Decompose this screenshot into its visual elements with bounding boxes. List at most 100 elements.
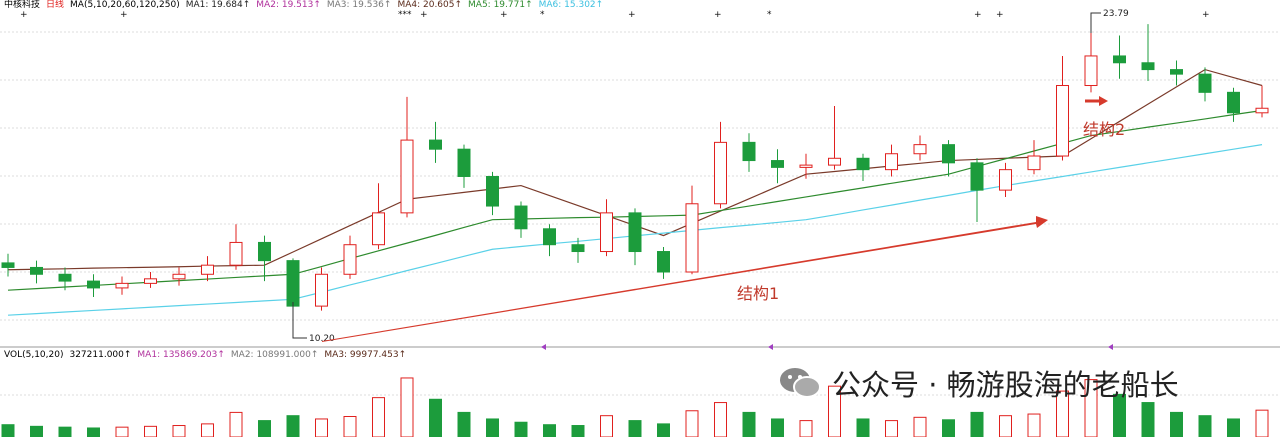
candle-body xyxy=(315,273,328,307)
volume-bar xyxy=(172,425,186,437)
wechat-icon xyxy=(780,368,821,398)
candle-body xyxy=(1170,69,1183,75)
candle-body xyxy=(685,203,699,273)
structure-1-arrow xyxy=(322,216,1048,342)
ma-reading: MA3: 19.536↑ xyxy=(326,0,392,10)
svg-text:+: + xyxy=(500,10,508,20)
ma-reading: MA1: 135869.203↑ xyxy=(137,350,225,360)
period: 日线 xyxy=(46,0,65,10)
min-price-label: 10.20 xyxy=(309,334,335,344)
svg-text:+: + xyxy=(120,10,128,20)
svg-text:+: + xyxy=(996,10,1004,20)
candle-body xyxy=(970,162,984,191)
volume-bar xyxy=(771,418,784,437)
max-price-leader xyxy=(1090,12,1101,33)
candle-body xyxy=(172,273,186,280)
volume-bar xyxy=(258,420,271,437)
candle-body xyxy=(1027,155,1041,171)
candle-body xyxy=(913,144,927,155)
ma-readings: MA1: 19.684↑ MA2: 19.513↑ MA3: 19.536↑ MA4:… xyxy=(186,0,603,11)
price-header: 中核科技 日线 MA(5,10,20,60,120,250) MA1: 19.6… xyxy=(4,0,603,11)
candle-body xyxy=(742,141,756,162)
volume-bar xyxy=(429,398,442,437)
vol-params: VOL(5,10,20) xyxy=(4,350,64,360)
svg-text:+: + xyxy=(420,10,428,20)
volume-bar xyxy=(628,420,642,437)
candle-body xyxy=(799,164,813,168)
volume-bar xyxy=(1255,409,1269,437)
volume-bar xyxy=(828,385,841,437)
volume-bar xyxy=(229,411,243,437)
candle-body xyxy=(115,282,129,289)
svg-text:+: + xyxy=(1202,10,1210,20)
volume-bar xyxy=(457,411,471,437)
candle-body xyxy=(657,251,670,273)
bottom-markers xyxy=(541,344,1113,350)
volume-bar xyxy=(514,421,528,437)
candle-body xyxy=(628,212,642,253)
svg-text:+: + xyxy=(714,10,722,20)
volume-bar xyxy=(942,419,955,437)
volume-header: VOL(5,10,20) 327211.000↑ MA1: 135869.203… xyxy=(4,350,406,361)
candle-body xyxy=(1227,91,1240,114)
watermark: 公众号 · 畅游股海的老船长 xyxy=(778,362,1179,404)
candle-body xyxy=(856,157,870,171)
candle-body xyxy=(1,262,15,268)
candle-body xyxy=(828,157,841,166)
candle-body xyxy=(999,169,1012,191)
candle-body xyxy=(258,241,271,262)
volume-bar xyxy=(885,420,898,437)
candle-body xyxy=(1141,62,1155,71)
volume-bar xyxy=(1,424,15,437)
volume-bar xyxy=(1027,413,1041,437)
structure-1-label: 结构1 xyxy=(737,284,779,303)
candle-body xyxy=(58,273,72,282)
candle-body xyxy=(1084,55,1098,87)
candle-body xyxy=(30,266,43,275)
watermark-text: 公众号 · 畅游股海的老船长 xyxy=(832,368,1179,402)
candle-body xyxy=(885,153,898,171)
vol-ma-readings: MA1: 135869.203↑ MA2: 108991.000↑ MA3: 999… xyxy=(137,350,406,361)
structure-2-arrow xyxy=(1085,96,1108,106)
svg-text:***: *** xyxy=(398,10,412,20)
candle-body xyxy=(486,175,499,207)
svg-text:+: + xyxy=(974,10,982,20)
candle-body xyxy=(144,278,157,284)
min-price-leader xyxy=(292,302,307,339)
volume-bar xyxy=(685,410,699,437)
candle-body xyxy=(229,241,243,266)
structure-2-label: 结构2 xyxy=(1083,120,1125,139)
volume-bar xyxy=(657,423,670,437)
ma-reading: MA2: 19.513↑ xyxy=(256,0,321,10)
volume-bar xyxy=(286,415,300,437)
volume-bar xyxy=(87,427,100,437)
volume-bar xyxy=(1227,418,1240,437)
volume-bar xyxy=(913,416,927,437)
vol-value: 327211.000↑ xyxy=(69,350,132,360)
candle-body xyxy=(87,280,100,289)
candle-body xyxy=(400,139,414,214)
top-markers: + + *** + + * + + * + + + xyxy=(20,10,1210,20)
candle-body xyxy=(1113,55,1126,64)
volume-bar xyxy=(30,425,43,437)
volume-bar xyxy=(970,411,984,437)
volume-bar xyxy=(799,420,813,437)
volume-bar xyxy=(571,425,585,437)
volume-bar xyxy=(1198,415,1212,437)
volume-bar xyxy=(714,402,727,437)
svg-text:+: + xyxy=(20,10,28,20)
candle-body xyxy=(600,212,613,253)
volume-bar xyxy=(144,425,157,437)
ma-reading: MA1: 19.684↑ xyxy=(185,0,251,10)
volume-bar xyxy=(201,423,214,437)
volume-bar xyxy=(1170,411,1183,437)
ma-reading: MA4: 20.605↑ xyxy=(397,0,463,10)
volume-bar xyxy=(58,426,72,437)
volume-bar xyxy=(742,411,756,437)
candle-body xyxy=(1056,85,1069,157)
max-price-label: 23.79 xyxy=(1103,9,1129,19)
ma-reading: MA2: 108991.000↑ xyxy=(230,350,319,360)
candle-body xyxy=(714,141,727,205)
svg-text:*: * xyxy=(767,10,772,20)
